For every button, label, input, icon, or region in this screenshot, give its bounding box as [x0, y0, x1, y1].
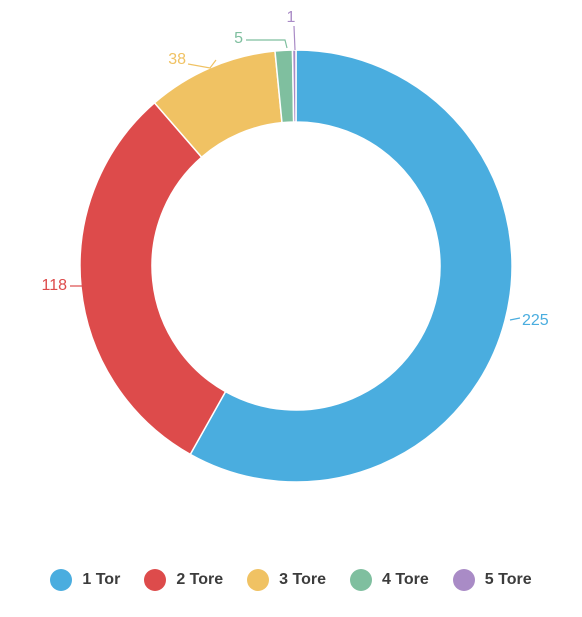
legend-swatch	[452, 569, 475, 591]
legend-label: 1 Tor	[82, 571, 121, 588]
label-connector	[509, 317, 521, 321]
data-label: 38	[168, 51, 186, 68]
legend-item-2-tore[interactable]: 2 Tore	[144, 569, 223, 591]
data-label: 5	[234, 30, 243, 47]
donut-slice-5-tore[interactable]	[291, 49, 297, 123]
legend-label: 5 Tore	[484, 571, 532, 588]
legend-swatch	[50, 569, 73, 591]
donut-slice-2-tore[interactable]	[79, 101, 227, 456]
legend-label: 3 Tore	[279, 571, 326, 588]
legend-label: 4 Tore	[381, 571, 429, 588]
legend-item-3-tore[interactable]: 3 Tore	[247, 569, 326, 591]
label-connector	[187, 59, 217, 69]
data-label: 225	[522, 312, 549, 329]
legend-swatch	[144, 569, 167, 591]
legend-label: 2 Tore	[176, 571, 224, 588]
label-connector	[246, 39, 288, 49]
chart-legend: 1 Tor 2 Tore 3 Tore 4 Tore 5 Tore	[0, 562, 582, 598]
donut-slice-1-tor[interactable]	[189, 49, 513, 483]
legend-swatch	[349, 569, 372, 591]
data-label: 1	[287, 9, 296, 26]
legend-item-4-tore[interactable]: 4 Tore	[349, 569, 429, 591]
label-connector	[293, 25, 296, 51]
legend-item-5-tore[interactable]: 5 Tore	[452, 569, 532, 591]
data-label: 118	[41, 277, 67, 294]
legend-item-1-tor[interactable]: 1 Tor	[50, 569, 120, 591]
legend-swatch	[247, 569, 270, 591]
